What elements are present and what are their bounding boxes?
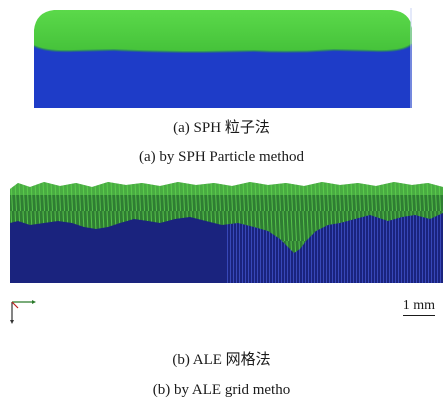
ale-coating-layer — [10, 182, 443, 253]
scale-bar-label: 1 mm — [402, 298, 435, 313]
ale-coating-highlights — [10, 182, 443, 195]
panel-a-caption-en: (a) by SPH Particle method — [139, 149, 304, 165]
sph-interface — [34, 43, 412, 54]
sph-simulation-image — [34, 8, 412, 108]
panel-a-caption-cn: (a) SPH 粒子法 — [173, 120, 270, 136]
scale-bar-line — [402, 314, 435, 316]
axes-triad-icon — [10, 300, 36, 324]
ale-simulation-image — [10, 182, 443, 283]
sph-coating-layer — [34, 10, 412, 52]
panel-b-caption-cn: (b) ALE 网格法 — [172, 352, 271, 368]
panel-b-caption-en: (b) by ALE grid metho — [152, 382, 291, 398]
scale-bar: 1 mm — [402, 298, 435, 316]
